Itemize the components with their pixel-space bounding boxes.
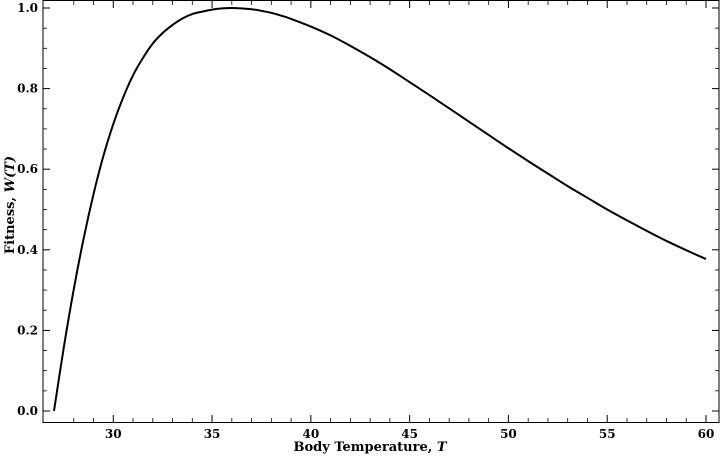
y-tick-label: 0.2 <box>17 323 38 337</box>
y-tick-label: 0.6 <box>17 162 38 176</box>
y-axis-title: Fitness, W(T) <box>3 156 18 254</box>
plot-frame <box>42 0 720 423</box>
y-tick-label: 0.4 <box>17 243 38 257</box>
y-tick-label: 1.0 <box>17 1 38 15</box>
x-tick-label: 45 <box>401 427 418 441</box>
y-tick-label: 0.8 <box>17 82 38 96</box>
y-tick-label: 0.0 <box>17 404 38 418</box>
fitness-curve <box>53 6 707 412</box>
x-tick-label: 40 <box>302 427 319 441</box>
x-tick-label: 35 <box>204 427 221 441</box>
x-axis-ticks: 30 35 40 45 50 55 60 <box>73 1 715 441</box>
x-tick-label: 55 <box>599 427 616 441</box>
y-axis-ticks: 0.0 0.2 0.4 0.6 0.8 1.0 <box>17 1 719 418</box>
x-tick-label: 60 <box>698 427 715 441</box>
x-axis-title: Body Temperature, T <box>294 440 448 455</box>
x-tick-label: 50 <box>500 427 517 441</box>
x-tick-label: 30 <box>105 427 122 441</box>
